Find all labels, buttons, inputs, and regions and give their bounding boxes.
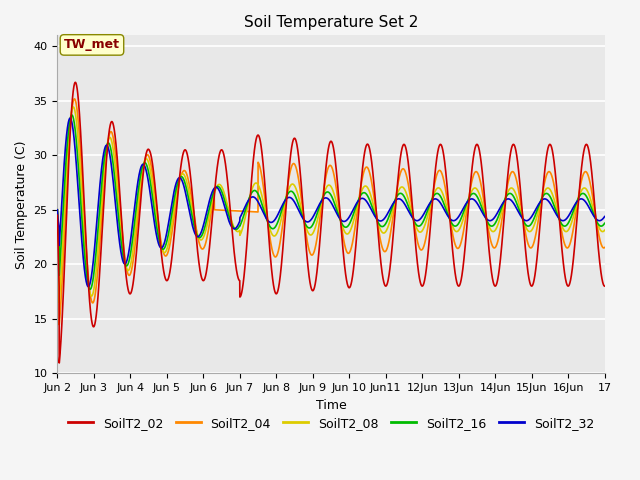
SoilT2_02 bbox=[260, 169, 268, 175]
SoilT2_08 bbox=[181, 173, 189, 179]
SoilT2_32 bbox=[67, 115, 74, 121]
SoilT2_04 bbox=[184, 174, 191, 180]
SoilT2_16 bbox=[86, 287, 94, 292]
SoilT2_02 bbox=[184, 153, 191, 158]
Line: SoilT2_16: SoilT2_16 bbox=[58, 115, 605, 289]
SoilT2_16 bbox=[184, 191, 191, 196]
SoilT2_32 bbox=[596, 217, 604, 223]
SoilT2_08 bbox=[596, 227, 604, 233]
SoilT2_08 bbox=[54, 207, 61, 213]
SoilT2_08 bbox=[601, 228, 609, 233]
SoilT2_08 bbox=[186, 197, 194, 203]
SoilT2_04 bbox=[186, 188, 194, 193]
SoilT2_32 bbox=[54, 207, 61, 213]
SoilT2_08 bbox=[56, 300, 63, 305]
SoilT2_08 bbox=[184, 182, 191, 188]
Text: TW_met: TW_met bbox=[64, 38, 120, 51]
Title: Soil Temperature Set 2: Soil Temperature Set 2 bbox=[244, 15, 418, 30]
SoilT2_02 bbox=[72, 79, 79, 85]
SoilT2_02 bbox=[596, 265, 604, 271]
SoilT2_04 bbox=[260, 187, 268, 193]
SoilT2_08 bbox=[69, 104, 77, 110]
SoilT2_16 bbox=[54, 207, 61, 213]
SoilT2_02 bbox=[186, 172, 194, 178]
SoilT2_04 bbox=[56, 322, 63, 328]
SoilT2_16 bbox=[596, 223, 604, 229]
SoilT2_04 bbox=[601, 245, 609, 251]
SoilT2_16 bbox=[68, 112, 76, 118]
Line: SoilT2_02: SoilT2_02 bbox=[58, 82, 605, 363]
X-axis label: Time: Time bbox=[316, 398, 346, 412]
SoilT2_04 bbox=[596, 239, 604, 245]
SoilT2_08 bbox=[299, 212, 307, 218]
SoilT2_04 bbox=[181, 168, 189, 174]
SoilT2_16 bbox=[260, 207, 268, 213]
SoilT2_32 bbox=[299, 215, 307, 221]
SoilT2_04 bbox=[70, 96, 78, 102]
SoilT2_02 bbox=[181, 147, 189, 153]
SoilT2_16 bbox=[601, 220, 609, 226]
Line: SoilT2_04: SoilT2_04 bbox=[58, 99, 605, 325]
SoilT2_04 bbox=[299, 207, 307, 213]
SoilT2_02 bbox=[56, 360, 63, 366]
SoilT2_32 bbox=[186, 214, 194, 220]
SoilT2_32 bbox=[260, 211, 268, 217]
SoilT2_32 bbox=[84, 284, 92, 289]
Line: SoilT2_08: SoilT2_08 bbox=[58, 107, 605, 302]
SoilT2_32 bbox=[181, 186, 189, 192]
SoilT2_02 bbox=[601, 283, 609, 289]
SoilT2_32 bbox=[184, 200, 191, 205]
SoilT2_04 bbox=[54, 207, 61, 213]
SoilT2_16 bbox=[186, 205, 194, 211]
Line: SoilT2_32: SoilT2_32 bbox=[58, 118, 605, 287]
Y-axis label: Soil Temperature (C): Soil Temperature (C) bbox=[15, 140, 28, 269]
SoilT2_16 bbox=[299, 215, 307, 221]
SoilT2_02 bbox=[299, 201, 307, 207]
SoilT2_02 bbox=[54, 212, 61, 218]
SoilT2_08 bbox=[260, 201, 268, 207]
SoilT2_32 bbox=[601, 214, 609, 219]
SoilT2_16 bbox=[181, 179, 189, 185]
Legend: SoilT2_02, SoilT2_04, SoilT2_08, SoilT2_16, SoilT2_32: SoilT2_02, SoilT2_04, SoilT2_08, SoilT2_… bbox=[63, 412, 600, 435]
